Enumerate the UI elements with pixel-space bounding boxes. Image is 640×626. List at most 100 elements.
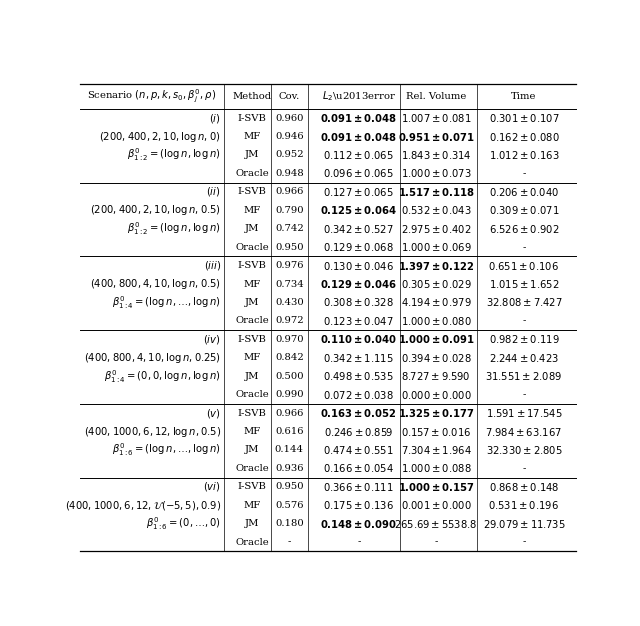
Text: $0.982 \pm 0.119$: $0.982 \pm 0.119$ [488, 333, 559, 346]
Text: $0.532 \pm 0.043$: $0.532 \pm 0.043$ [401, 204, 472, 216]
Text: -: - [522, 464, 525, 473]
Text: 0.966: 0.966 [275, 187, 303, 197]
Text: $\beta_{1:4}^0 = (0, 0, \log n, \log n)$: $\beta_{1:4}^0 = (0, 0, \log n, \log n)$ [104, 368, 221, 384]
Text: -: - [357, 538, 360, 546]
Text: -: - [522, 316, 525, 326]
Text: $\beta_{1:6}^0 = (0, \ldots, 0)$: $\beta_{1:6}^0 = (0, \ldots, 0)$ [146, 515, 221, 532]
Text: Scenario $(n,p,k,s_0,\beta_j^0,\rho)$: Scenario $(n,p,k,s_0,\beta_j^0,\rho)$ [87, 88, 216, 105]
Text: $(200, 400, 2, 10, \log n, 0.5)$: $(200, 400, 2, 10, \log n, 0.5)$ [90, 203, 221, 217]
Text: $0.096 \pm 0.065$: $0.096 \pm 0.065$ [323, 167, 394, 180]
Text: Time: Time [511, 92, 537, 101]
Text: $(iv)$: $(iv)$ [203, 333, 221, 346]
Text: I-SVB: I-SVB [237, 409, 266, 418]
Text: $0.309 \pm 0.071$: $0.309 \pm 0.071$ [488, 204, 559, 216]
Text: $\mathbf{1.325 \pm 0.177}$: $\mathbf{1.325 \pm 0.177}$ [397, 407, 475, 419]
Text: 0.936: 0.936 [275, 464, 303, 473]
Text: $(ii)$: $(ii)$ [206, 185, 221, 198]
Text: Oracle: Oracle [236, 243, 269, 252]
Text: $\mathbf{1.000 \pm 0.091}$: $\mathbf{1.000 \pm 0.091}$ [397, 333, 475, 346]
Text: JM: JM [245, 150, 259, 160]
Text: $1.000 \pm 0.088$: $1.000 \pm 0.088$ [401, 463, 472, 475]
Text: I-SVB: I-SVB [237, 113, 266, 123]
Text: $1.007 \pm 0.081$: $1.007 \pm 0.081$ [401, 112, 472, 124]
Text: MF: MF [243, 353, 260, 362]
Text: $\mathbf{0.091 \pm 0.048}$: $\mathbf{0.091 \pm 0.048}$ [320, 130, 397, 143]
Text: 0.180: 0.180 [275, 519, 304, 528]
Text: $(v)$: $(v)$ [206, 406, 221, 419]
Text: $(iii)$: $(iii)$ [204, 259, 221, 272]
Text: $1.000 \pm 0.080$: $1.000 \pm 0.080$ [401, 315, 472, 327]
Text: $8.727 \pm 9.590$: $8.727 \pm 9.590$ [401, 370, 471, 382]
Text: $32.330 \pm 2.805$: $32.330 \pm 2.805$ [486, 444, 563, 456]
Text: 0.946: 0.946 [275, 132, 303, 141]
Text: $6.526 \pm 0.902$: $6.526 \pm 0.902$ [489, 223, 559, 235]
Text: $\mathbf{0.125 \pm 0.064}$: $\mathbf{0.125 \pm 0.064}$ [320, 204, 397, 216]
Text: $29.079 \pm 11.735$: $29.079 \pm 11.735$ [483, 518, 565, 530]
Text: 0.616: 0.616 [275, 427, 303, 436]
Text: $0.342 \pm 0.527$: $0.342 \pm 0.527$ [323, 223, 394, 235]
Text: JM: JM [245, 446, 259, 454]
Text: Oracle: Oracle [236, 390, 269, 399]
Text: I-SVB: I-SVB [237, 187, 266, 197]
Text: MF: MF [243, 280, 260, 289]
Text: 0.990: 0.990 [275, 390, 303, 399]
Text: Oracle: Oracle [236, 316, 269, 326]
Text: $265.69 \pm 5538.8$: $265.69 \pm 5538.8$ [394, 518, 478, 530]
Text: $0.366 \pm 0.111$: $0.366 \pm 0.111$ [323, 481, 394, 493]
Text: -: - [522, 538, 525, 546]
Text: I-SVB: I-SVB [237, 335, 266, 344]
Text: 0.966: 0.966 [275, 409, 303, 418]
Text: MF: MF [243, 427, 260, 436]
Text: $1.000 \pm 0.073$: $1.000 \pm 0.073$ [401, 167, 472, 180]
Text: $0.301 \pm 0.107$: $0.301 \pm 0.107$ [488, 112, 559, 124]
Text: $0.130 \pm 0.046$: $0.130 \pm 0.046$ [323, 260, 394, 272]
Text: $(vi)$: $(vi)$ [203, 480, 221, 493]
Text: $\mathbf{0.129 \pm 0.046}$: $\mathbf{0.129 \pm 0.046}$ [321, 278, 397, 290]
Text: $L_2$\u2013error: $L_2$\u2013error [322, 90, 396, 103]
Text: 0.842: 0.842 [275, 353, 304, 362]
Text: $0.868 \pm 0.148$: $0.868 \pm 0.148$ [489, 481, 559, 493]
Text: $(i)$: $(i)$ [209, 111, 221, 125]
Text: $\mathbf{0.148 \pm 0.090}$: $\mathbf{0.148 \pm 0.090}$ [320, 518, 397, 530]
Text: $1.591 \pm 17.545$: $1.591 \pm 17.545$ [486, 407, 562, 419]
Text: $0.162 \pm 0.080$: $0.162 \pm 0.080$ [488, 130, 559, 143]
Text: Method: Method [232, 92, 271, 101]
Text: $1.000 \pm 0.069$: $1.000 \pm 0.069$ [401, 241, 472, 253]
Text: $\mathbf{1.000 \pm 0.157}$: $\mathbf{1.000 \pm 0.157}$ [398, 481, 474, 493]
Text: $0.206 \pm 0.040$: $0.206 \pm 0.040$ [489, 186, 559, 198]
Text: 0.970: 0.970 [275, 335, 303, 344]
Text: Rel. Volume: Rel. Volume [406, 92, 467, 101]
Text: 0.960: 0.960 [275, 113, 303, 123]
Text: $1.015 \pm 1.652$: $1.015 \pm 1.652$ [489, 278, 559, 290]
Text: 0.950: 0.950 [275, 482, 303, 491]
Text: 0.950: 0.950 [275, 243, 303, 252]
Text: $0.651 \pm 0.106$: $0.651 \pm 0.106$ [488, 260, 559, 272]
Text: $0.246 \pm 0.859$: $0.246 \pm 0.859$ [324, 426, 394, 438]
Text: $2.975 \pm 0.402$: $2.975 \pm 0.402$ [401, 223, 472, 235]
Text: $0.531 \pm 0.196$: $0.531 \pm 0.196$ [488, 500, 559, 511]
Text: -: - [522, 169, 525, 178]
Text: 0.734: 0.734 [275, 280, 304, 289]
Text: 0.790: 0.790 [275, 206, 303, 215]
Text: $0.072 \pm 0.038$: $0.072 \pm 0.038$ [323, 389, 394, 401]
Text: $0.498 \pm 0.535$: $0.498 \pm 0.535$ [323, 370, 394, 382]
Text: $\mathbf{0.951 \pm 0.071}$: $\mathbf{0.951 \pm 0.071}$ [397, 130, 475, 143]
Text: $4.194 \pm 0.979$: $4.194 \pm 0.979$ [401, 297, 472, 309]
Text: -: - [522, 243, 525, 252]
Text: $2.244 \pm 0.423$: $2.244 \pm 0.423$ [489, 352, 559, 364]
Text: $0.000 \pm 0.000$: $0.000 \pm 0.000$ [401, 389, 472, 401]
Text: 0.576: 0.576 [275, 501, 303, 510]
Text: JM: JM [245, 298, 259, 307]
Text: $0.127 \pm 0.065$: $0.127 \pm 0.065$ [323, 186, 394, 198]
Text: $\beta_{1:4}^0 = (\log n, \ldots, \log n)$: $\beta_{1:4}^0 = (\log n, \ldots, \log n… [112, 294, 221, 311]
Text: 0.948: 0.948 [275, 169, 304, 178]
Text: $0.474 \pm 0.551$: $0.474 \pm 0.551$ [323, 444, 394, 456]
Text: Oracle: Oracle [236, 464, 269, 473]
Text: $(400, 800, 4, 10, \log n, 0.5)$: $(400, 800, 4, 10, \log n, 0.5)$ [90, 277, 221, 291]
Text: Oracle: Oracle [236, 538, 269, 546]
Text: $(200, 400, 2, 10, \log n, 0)$: $(200, 400, 2, 10, \log n, 0)$ [99, 130, 221, 143]
Text: $0.112 \pm 0.065$: $0.112 \pm 0.065$ [323, 149, 394, 161]
Text: $(400, 800, 4, 10, \log n, 0.25)$: $(400, 800, 4, 10, \log n, 0.25)$ [84, 351, 221, 365]
Text: 0.976: 0.976 [275, 261, 303, 270]
Text: $0.157 \pm 0.016$: $0.157 \pm 0.016$ [401, 426, 471, 438]
